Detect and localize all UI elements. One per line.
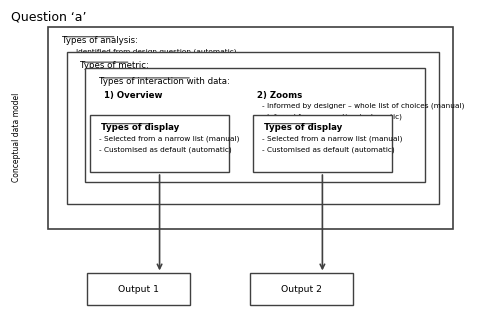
FancyBboxPatch shape — [90, 115, 230, 172]
Text: Question ‘a’: Question ‘a’ — [10, 11, 86, 24]
Text: - Customised as default (automatic): - Customised as default (automatic) — [85, 98, 218, 105]
Text: - Selected from a narrow list (manual): - Selected from a narrow list (manual) — [262, 136, 402, 142]
Text: Types of metric:: Types of metric: — [80, 62, 150, 70]
Text: - Selected from a narrow list (manual): - Selected from a narrow list (manual) — [99, 136, 240, 142]
FancyBboxPatch shape — [66, 52, 438, 204]
Text: - Informed by designer – whole list of choices (manual): - Informed by designer – whole list of c… — [85, 74, 288, 81]
Text: 1) Overview: 1) Overview — [104, 91, 162, 100]
Text: Types of analysis:: Types of analysis: — [62, 36, 138, 45]
Text: - Customised as default (automatic): - Customised as default (automatic) — [262, 147, 394, 153]
Text: - Identified from design question (automatic): - Identified from design question (autom… — [71, 49, 237, 55]
Text: Types of interaction with data:: Types of interaction with data: — [99, 77, 230, 86]
Text: Types of display: Types of display — [102, 123, 180, 132]
Text: Conceptual data model: Conceptual data model — [12, 93, 21, 182]
Text: Output 1: Output 1 — [118, 285, 159, 294]
Text: - Informed by designer – whole list of choices (manual): - Informed by designer – whole list of c… — [262, 103, 464, 109]
Text: - Customised as default (automatic): - Customised as default (automatic) — [99, 147, 232, 153]
Text: Types of display: Types of display — [264, 123, 342, 132]
FancyBboxPatch shape — [250, 273, 352, 305]
Text: Output 2: Output 2 — [281, 285, 322, 294]
Text: 2) Zooms: 2) Zooms — [258, 91, 302, 100]
FancyBboxPatch shape — [88, 273, 190, 305]
FancyBboxPatch shape — [48, 27, 452, 229]
Text: - Inferred from question + selected from narrow list of choices (semi-automatic): - Inferred from question + selected from… — [85, 86, 380, 93]
FancyBboxPatch shape — [252, 115, 392, 172]
FancyBboxPatch shape — [85, 68, 424, 182]
Text: - Inferred from a question (automatic): - Inferred from a question (automatic) — [262, 114, 402, 120]
